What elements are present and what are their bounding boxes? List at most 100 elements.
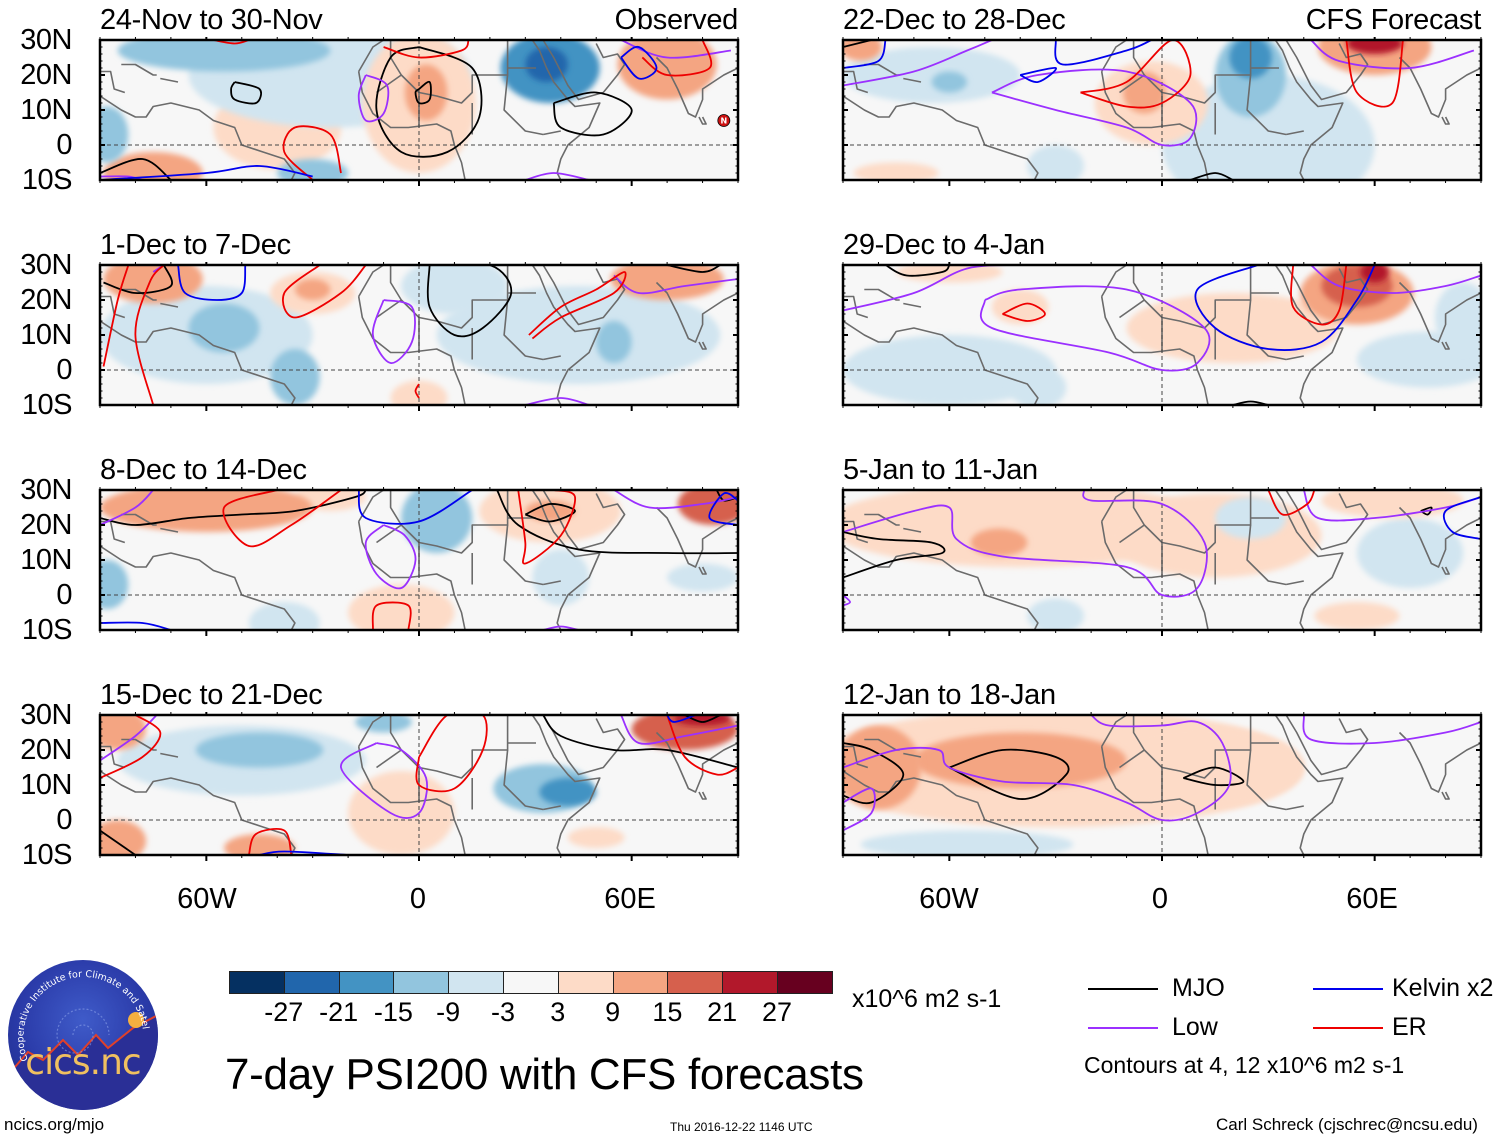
coastline (1101, 490, 1128, 522)
lat-label: 30N (20, 474, 72, 506)
coastline (1274, 40, 1344, 180)
contour-low (525, 397, 590, 405)
anomaly-region (532, 549, 590, 606)
coastline (1285, 130, 1304, 136)
legend-label-mjo: MJO (1172, 974, 1225, 1002)
lat-label: 30N (20, 24, 72, 56)
contour-low (843, 594, 852, 607)
svg-text:N: N (720, 117, 727, 126)
coastline (542, 805, 561, 811)
contour-mjo (843, 531, 946, 579)
contour-er (1080, 40, 1192, 109)
contour-low (340, 742, 428, 819)
anomaly-region (100, 715, 147, 750)
contour-kelvin (843, 40, 887, 69)
anomaly-region (294, 279, 331, 300)
contour-low (843, 715, 1232, 822)
colorbar-swatch (338, 971, 395, 994)
contour-low (620, 715, 738, 745)
lon-label-60w-left: 60W (177, 883, 237, 915)
coastline (1285, 715, 1369, 776)
colorbar-tick-label: -27 (264, 997, 304, 1027)
contour-kelvin (1019, 67, 1057, 83)
anomaly-region (677, 490, 738, 525)
contour-low (1302, 715, 1481, 745)
coastline (531, 265, 601, 405)
coastline (358, 715, 385, 747)
anomaly-region (1434, 282, 1481, 353)
contour-er (1267, 490, 1316, 516)
coastline (389, 40, 509, 104)
coastline (1132, 265, 1252, 329)
coastline (1100, 521, 1209, 630)
coastline (1398, 506, 1481, 568)
contour-low (979, 285, 1211, 372)
contour-mjo (100, 158, 172, 180)
contour-mjo (1182, 766, 1245, 787)
coastline (389, 715, 509, 779)
coastline (357, 746, 466, 855)
contour-kelvin (708, 492, 738, 526)
contour-low (525, 172, 590, 180)
panel-title: 1-Dec to 7-Dec (100, 229, 291, 261)
coastline (1441, 791, 1450, 800)
anomaly-region (117, 40, 331, 72)
coastline (376, 299, 402, 319)
coastline (389, 490, 509, 554)
contour-kelvin (620, 45, 658, 80)
anomaly-region (1317, 40, 1432, 75)
coastline (503, 524, 544, 586)
colorbar-tick-label: -9 (436, 997, 461, 1027)
coastline (1285, 265, 1369, 326)
colorbar-swatch (667, 971, 724, 994)
colorbar-tick-label: 27 (761, 997, 793, 1027)
coastline (1274, 265, 1344, 405)
contour-er (371, 601, 412, 630)
coastline (542, 130, 561, 136)
lat-label: 10S (21, 164, 73, 196)
coastline (843, 295, 869, 319)
credit: Carl Schreck (cjschrec@ncsu.edu) (1216, 1115, 1478, 1134)
contour-mjo (100, 490, 367, 526)
contour-low (1310, 40, 1475, 70)
contour-mjo (552, 91, 633, 137)
coastline (503, 299, 544, 361)
lat-label: 10N (20, 544, 72, 576)
legend-line-low (1088, 1027, 1158, 1029)
coastline (1246, 524, 1287, 586)
lat-label: 30N (20, 699, 72, 731)
coastline (542, 490, 626, 551)
coastline (1132, 40, 1252, 104)
colorbar-tick-label: 9 (605, 997, 621, 1027)
colorbar-tick-label: 15 (652, 997, 683, 1027)
contour-mjo (230, 81, 262, 105)
contour-mjo (103, 265, 173, 294)
contour-mjo (524, 503, 576, 523)
lat-label: 20N (20, 734, 72, 766)
coastline (358, 40, 385, 72)
coastline (1246, 749, 1287, 811)
colorbar-units: x10^6 m2 s-1 (852, 985, 1002, 1013)
lon-label-0-left: 0 (409, 883, 427, 915)
anomaly-region (567, 827, 625, 848)
anomaly-region (188, 303, 260, 353)
contour-low (1310, 265, 1481, 294)
lon-label-60w-right: 60W (919, 883, 979, 915)
coastline (121, 513, 157, 526)
lat-label: 20N (20, 509, 72, 541)
coastline (1398, 56, 1481, 118)
source-link[interactable]: ncics.org/mjo (4, 1115, 105, 1134)
colorbar-tick-label: -3 (490, 997, 515, 1027)
lat-label: 10S (21, 389, 73, 421)
coastline (655, 506, 738, 568)
timestamp: Thu 2016-12-22 1146 UTC (670, 1120, 813, 1134)
tropical-cyclone-icon: N (717, 114, 731, 127)
contour-er (1345, 40, 1404, 108)
coastline (843, 320, 1039, 405)
colorbar-swatch (448, 971, 504, 994)
legend-line-mjo (1088, 988, 1158, 990)
coastline (531, 40, 601, 180)
contour-note: Contours at 4, 12 x10^6 m2 s-1 (1084, 1052, 1405, 1078)
contour-kelvin (100, 621, 172, 630)
panel-title: 29-Dec to 4-Jan (843, 229, 1045, 261)
